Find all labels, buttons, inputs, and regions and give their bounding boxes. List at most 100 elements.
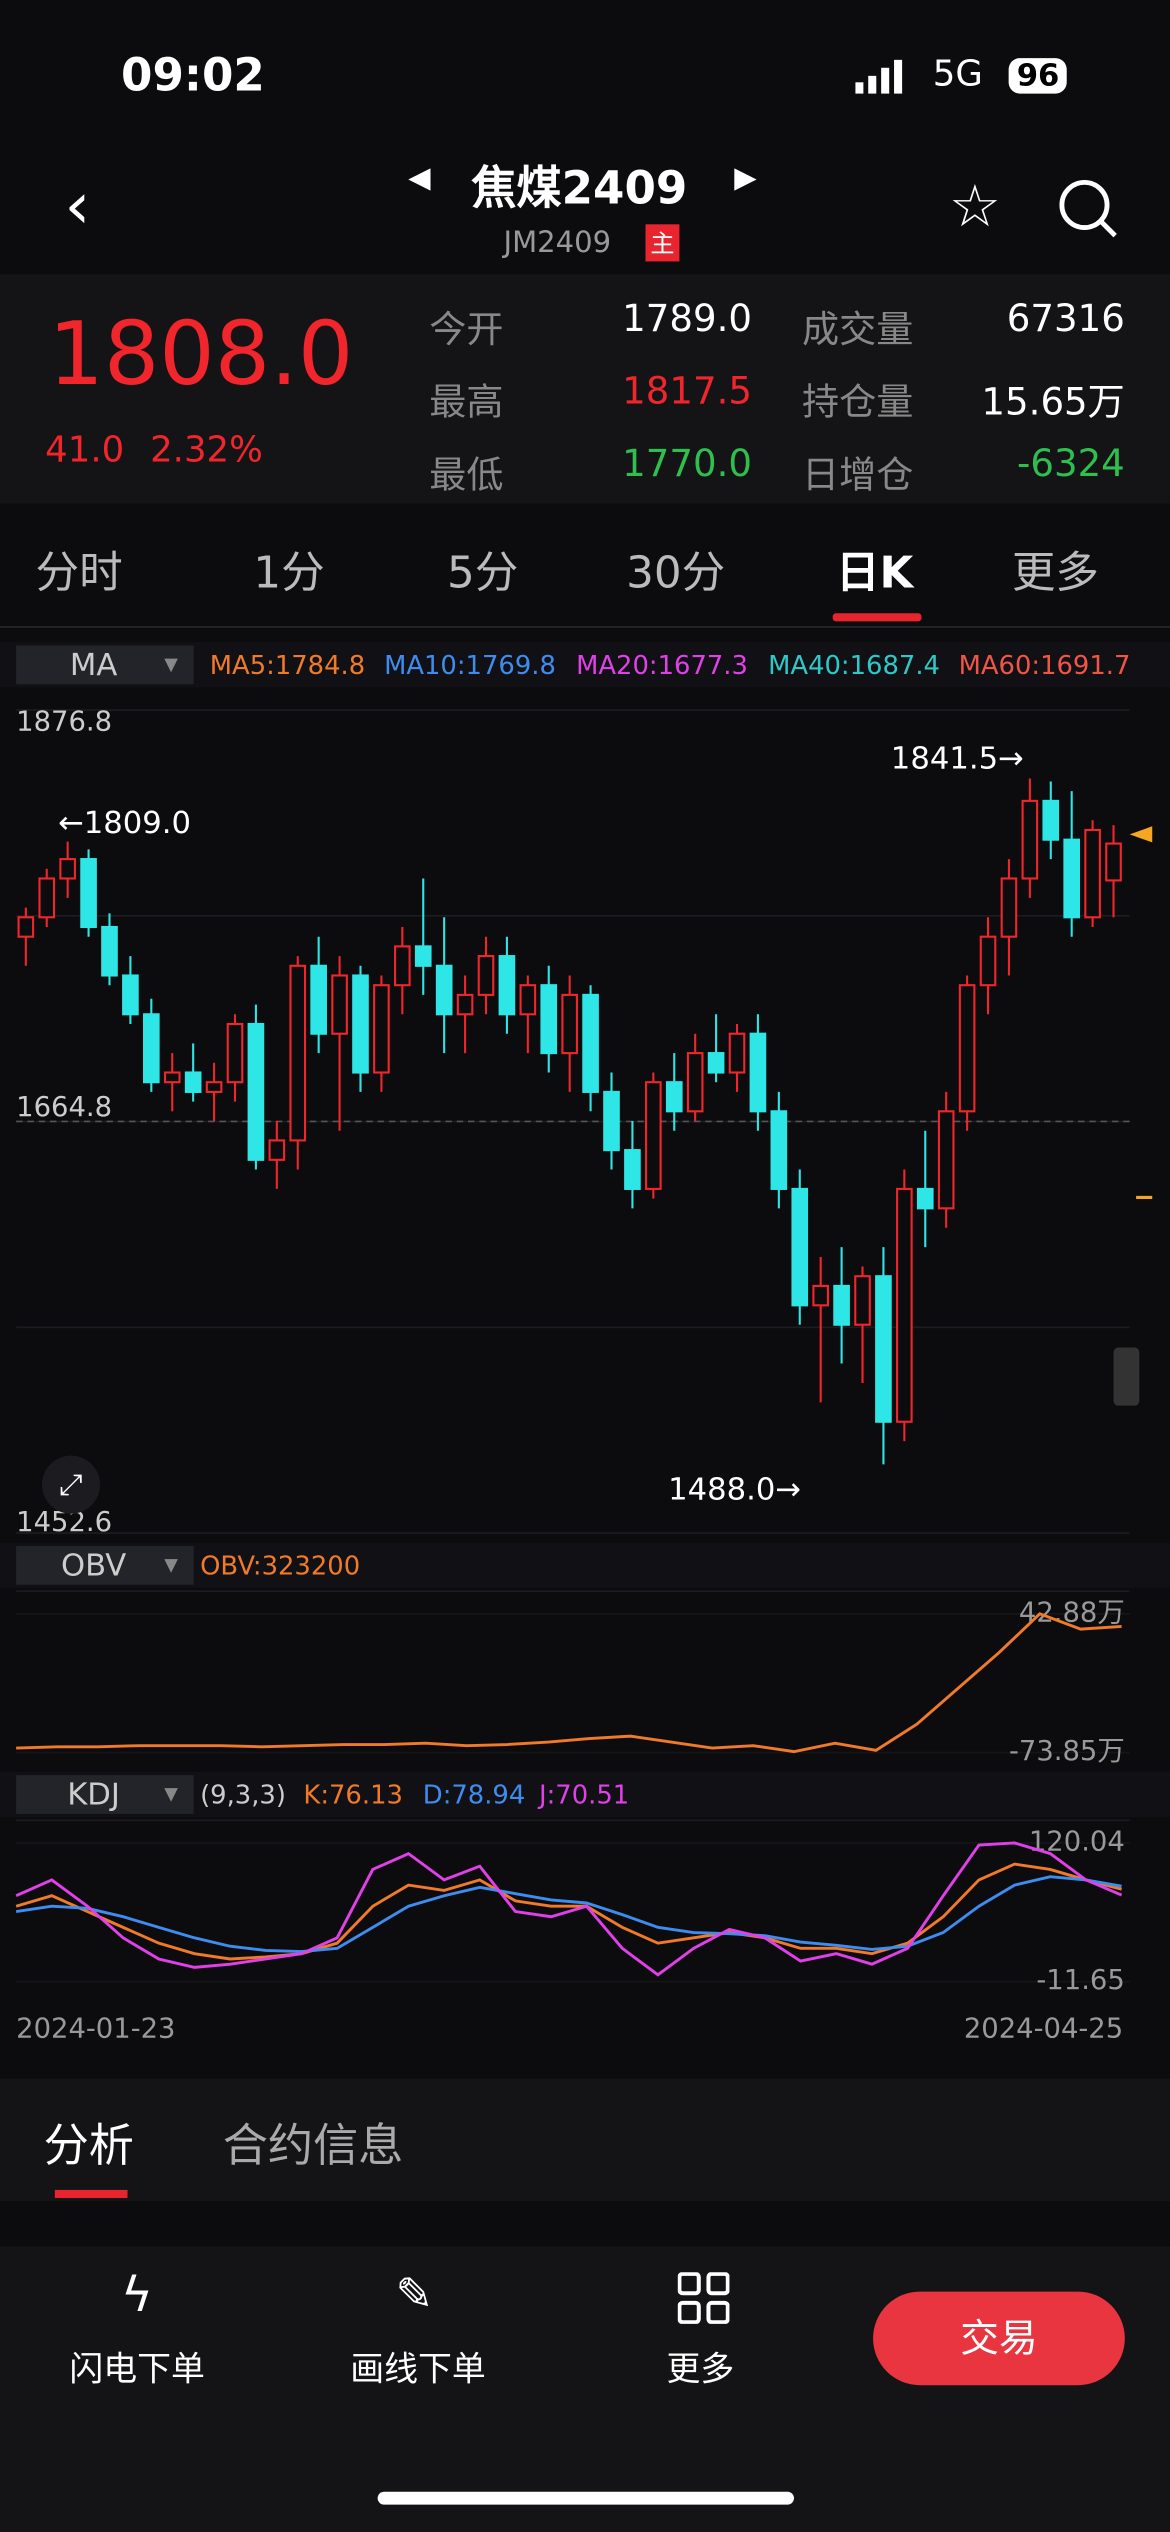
candle-body	[414, 945, 432, 967]
home-indicator	[377, 2491, 794, 2505]
divider	[0, 626, 1170, 628]
indicator-header	[0, 1771, 1170, 1818]
quote-panel	[0, 274, 1170, 504]
stat-value: 1817.5	[622, 371, 753, 414]
candle-body	[1105, 842, 1122, 882]
candle-body	[896, 1187, 913, 1423]
candle-body	[143, 1013, 160, 1084]
tab-contract-info[interactable]: 合约信息	[222, 2118, 404, 2173]
candle-body	[875, 1275, 892, 1423]
nav-flash-order[interactable]: 闪电下单	[69, 2349, 205, 2389]
ma-legend: MA20:1677.3	[576, 651, 748, 681]
candle-body	[498, 955, 516, 1016]
candle-body	[916, 1187, 934, 1210]
battery: 96	[1008, 58, 1068, 94]
indicator-select	[16, 645, 194, 685]
candle-body	[184, 1071, 202, 1093]
candle-body	[979, 935, 997, 987]
period-tab[interactable]: 5分	[447, 548, 519, 599]
date-label: 2024-04-25	[964, 2014, 1123, 2045]
grid-icon	[677, 2271, 730, 2330]
candle-body	[101, 925, 118, 977]
stat-value: 1789.0	[622, 298, 753, 341]
tab-analysis[interactable]: 分析	[43, 2118, 134, 2173]
contract-code: JM2409	[503, 225, 612, 260]
period-tab[interactable]: 分时	[35, 548, 123, 599]
date-label: 2024-01-23	[16, 2014, 175, 2045]
candle-body	[394, 945, 411, 987]
candle-body	[686, 1052, 704, 1113]
ma-legend: MA40:1687.4	[768, 651, 940, 681]
prev-button[interactable]: ◀	[408, 161, 431, 196]
candle-body	[310, 964, 327, 1035]
stat-value: 15.65万	[981, 382, 1125, 425]
period-tab[interactable]: 1分	[253, 548, 325, 599]
favorite-button[interactable]: ☆	[948, 174, 1002, 241]
candle-body	[854, 1275, 871, 1326]
time: 09:02	[121, 48, 265, 102]
candle-body	[163, 1071, 181, 1084]
candle-body	[603, 1090, 620, 1152]
candle-body	[582, 993, 599, 1093]
candle-body	[707, 1052, 725, 1074]
ma-legend: MA60:1691.7	[959, 651, 1131, 681]
lightning-icon: ϟ	[121, 2267, 153, 2324]
stat-label: 成交量	[802, 309, 914, 352]
kdj-legend: K:76.13	[303, 1781, 403, 1811]
change-pct: 2.32%	[150, 430, 263, 472]
expand-button	[41, 1455, 101, 1514]
candle-body	[331, 974, 348, 1035]
stat-value: -6324	[1016, 443, 1125, 486]
expand-icon: ⤢	[59, 1467, 82, 1501]
ma-legend: MA10:1769.8	[384, 651, 556, 681]
candle-body	[352, 974, 369, 1074]
period-tab[interactable]: 30分	[626, 548, 726, 599]
stat-label: 最高	[429, 382, 504, 425]
candle-body	[624, 1149, 641, 1190]
indicator-line	[16, 1612, 1122, 1754]
indicator-line	[15, 1862, 1122, 1961]
candle-body	[247, 1022, 265, 1161]
candle-body	[519, 984, 537, 1016]
candle-body	[561, 993, 578, 1055]
signal	[855, 59, 913, 96]
candle-body	[289, 964, 307, 1142]
network: 5G	[932, 54, 983, 96]
next-button[interactable]: ▶	[734, 161, 757, 196]
last-price: 1808.0	[48, 303, 354, 406]
dropdown-arrow: ▼	[164, 1555, 178, 1575]
stat-value: 67316	[1006, 298, 1125, 341]
nav-draw-order[interactable]: 画线下单	[350, 2349, 486, 2389]
stat-value: 1770.0	[622, 443, 753, 486]
price-marker	[1129, 826, 1153, 843]
candle-body	[477, 955, 495, 996]
candle-body	[749, 1032, 767, 1113]
period-tab[interactable]: 日K	[835, 548, 914, 599]
indicator-line	[15, 1841, 1123, 1977]
bottom-tab-bar	[0, 2078, 1170, 2202]
contract-title: 焦煤2409	[471, 161, 688, 215]
nav-more[interactable]: 更多	[666, 2349, 735, 2389]
search-button[interactable]	[1057, 178, 1122, 249]
obv-legend: OBV:323200	[200, 1551, 360, 1581]
indicator-name: KDJ	[67, 1778, 120, 1813]
y-tick-label: -11.65	[1036, 1965, 1124, 1996]
candle-body	[373, 984, 390, 1074]
low-annotation: 1488.0→	[668, 1473, 801, 1508]
trade-button[interactable]: 交易	[873, 2291, 1125, 2386]
ma-legend: MA5:1784.8	[210, 651, 365, 681]
candle-body	[1000, 877, 1018, 938]
candle-body	[937, 1110, 955, 1210]
candle-body	[80, 858, 97, 929]
back-button[interactable]: ‹	[64, 169, 91, 244]
kdj-legend: J:70.51	[537, 1781, 629, 1811]
chart: MA ▼ OBV ▼ KDJ ▼ MA5:1784.8 MA10:1769.8 MA20:167…	[0, 642, 1170, 2045]
candle-body	[122, 974, 139, 1016]
change: 41.0	[45, 430, 125, 472]
candle-body	[770, 1110, 788, 1190]
open-annotation: ←1809.0	[58, 806, 191, 841]
indicator-name: OBV	[61, 1548, 126, 1583]
main-badge: 主	[645, 224, 680, 262]
candle-body	[665, 1081, 683, 1113]
period-tab[interactable]: 更多	[1011, 548, 1099, 599]
